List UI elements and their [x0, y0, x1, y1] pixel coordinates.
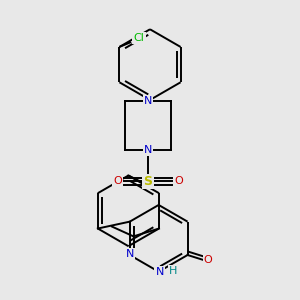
Text: O: O [113, 176, 122, 186]
Text: N: N [155, 267, 164, 277]
Text: N: N [144, 145, 152, 155]
Text: S: S [143, 175, 152, 188]
Text: N: N [126, 249, 134, 259]
Text: O: O [174, 176, 183, 186]
Text: N: N [144, 96, 152, 106]
Text: O: O [204, 255, 212, 265]
Text: H: H [169, 266, 178, 276]
Text: Cl: Cl [134, 33, 145, 43]
